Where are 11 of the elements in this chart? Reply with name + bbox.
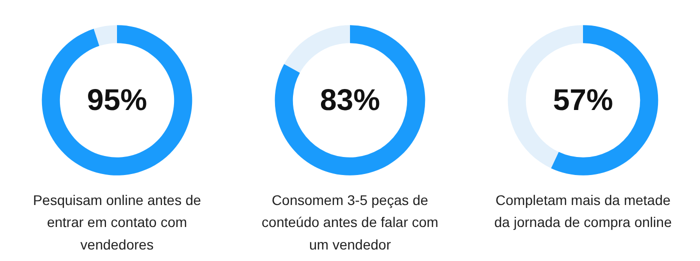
text: um vendedor	[309, 236, 392, 252]
data-label: 83%	[320, 84, 380, 117]
text: conteúdo antes de falar com	[262, 214, 438, 230]
text: Consomem 3-5 peças de	[272, 192, 428, 208]
data-label: 57%	[552, 84, 614, 117]
text: Pesquisam online antes de	[32, 192, 202, 208]
text: Completam mais da metade	[495, 192, 671, 208]
text: da jornada de compra online	[494, 214, 672, 230]
text: entrar em contato com	[46, 214, 188, 230]
text: vendedores	[80, 236, 154, 252]
data-label: 95%	[86, 84, 148, 117]
